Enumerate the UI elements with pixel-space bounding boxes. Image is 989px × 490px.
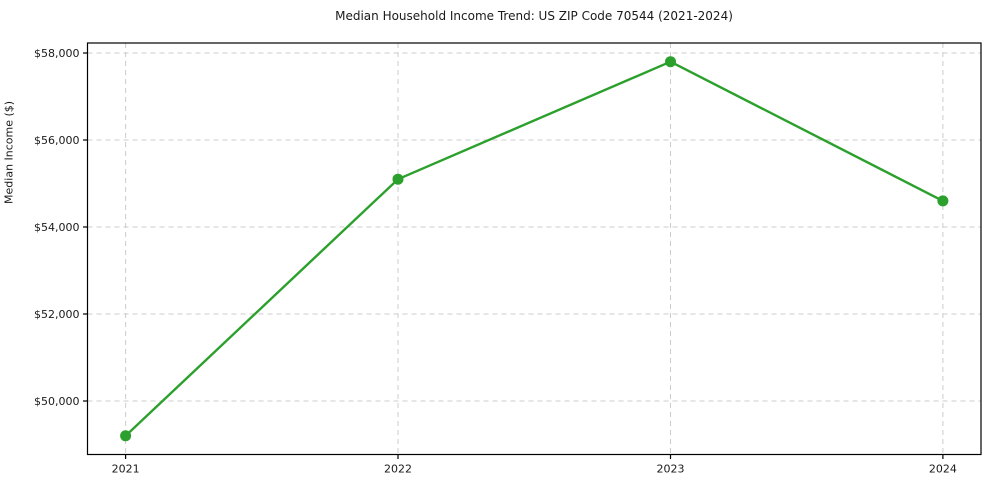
y-tick-label: $50,000 [34,395,80,408]
y-tick-label: $52,000 [34,308,80,321]
y-tick-label: $58,000 [34,47,80,60]
x-tick-label: 2024 [929,463,957,476]
x-tick-label: 2023 [657,463,685,476]
trend-line [124,60,945,437]
chart-title: Median Household Income Trend: US ZIP Co… [335,9,733,23]
y-tick-label: $56,000 [34,134,80,147]
x-tick-label: 2022 [384,463,412,476]
plot-border [86,42,982,456]
data-point [665,56,676,68]
data-point [392,173,404,185]
data-point [937,195,949,207]
y-tick-label: $54,000 [34,221,80,234]
data-point [120,430,132,442]
x-tick-label: 2021 [112,463,140,476]
